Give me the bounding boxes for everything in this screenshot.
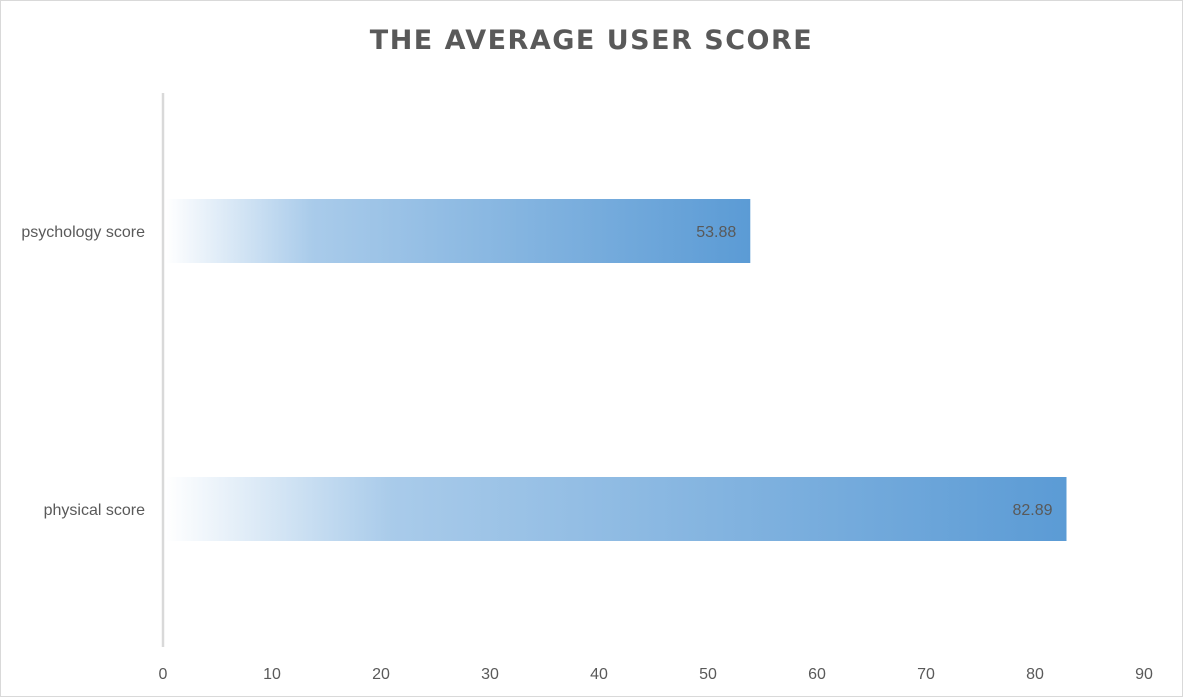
x-tick-label: 50 <box>699 666 717 683</box>
x-tick-label: 60 <box>808 666 826 683</box>
category-label-physical-score: physical score <box>44 502 145 519</box>
data-label-physical-score: 82.89 <box>1012 502 1052 519</box>
x-tick-label: 90 <box>1135 666 1153 683</box>
x-tick-label: 10 <box>263 666 281 683</box>
x-tick-label: 40 <box>590 666 608 683</box>
x-tick-label: 70 <box>917 666 935 683</box>
x-tick-label: 80 <box>1026 666 1044 683</box>
bar-physical-score <box>166 477 1067 541</box>
x-tick-label: 30 <box>481 666 499 683</box>
x-tick-label: 0 <box>159 666 168 683</box>
bar-psychology-score <box>166 199 751 263</box>
chart-title: THE AVERAGE USER SCORE <box>369 25 814 56</box>
category-label-psychology-score: psychology score <box>21 224 145 241</box>
x-tick-label: 20 <box>372 666 390 683</box>
data-label-psychology-score: 53.88 <box>696 224 736 241</box>
